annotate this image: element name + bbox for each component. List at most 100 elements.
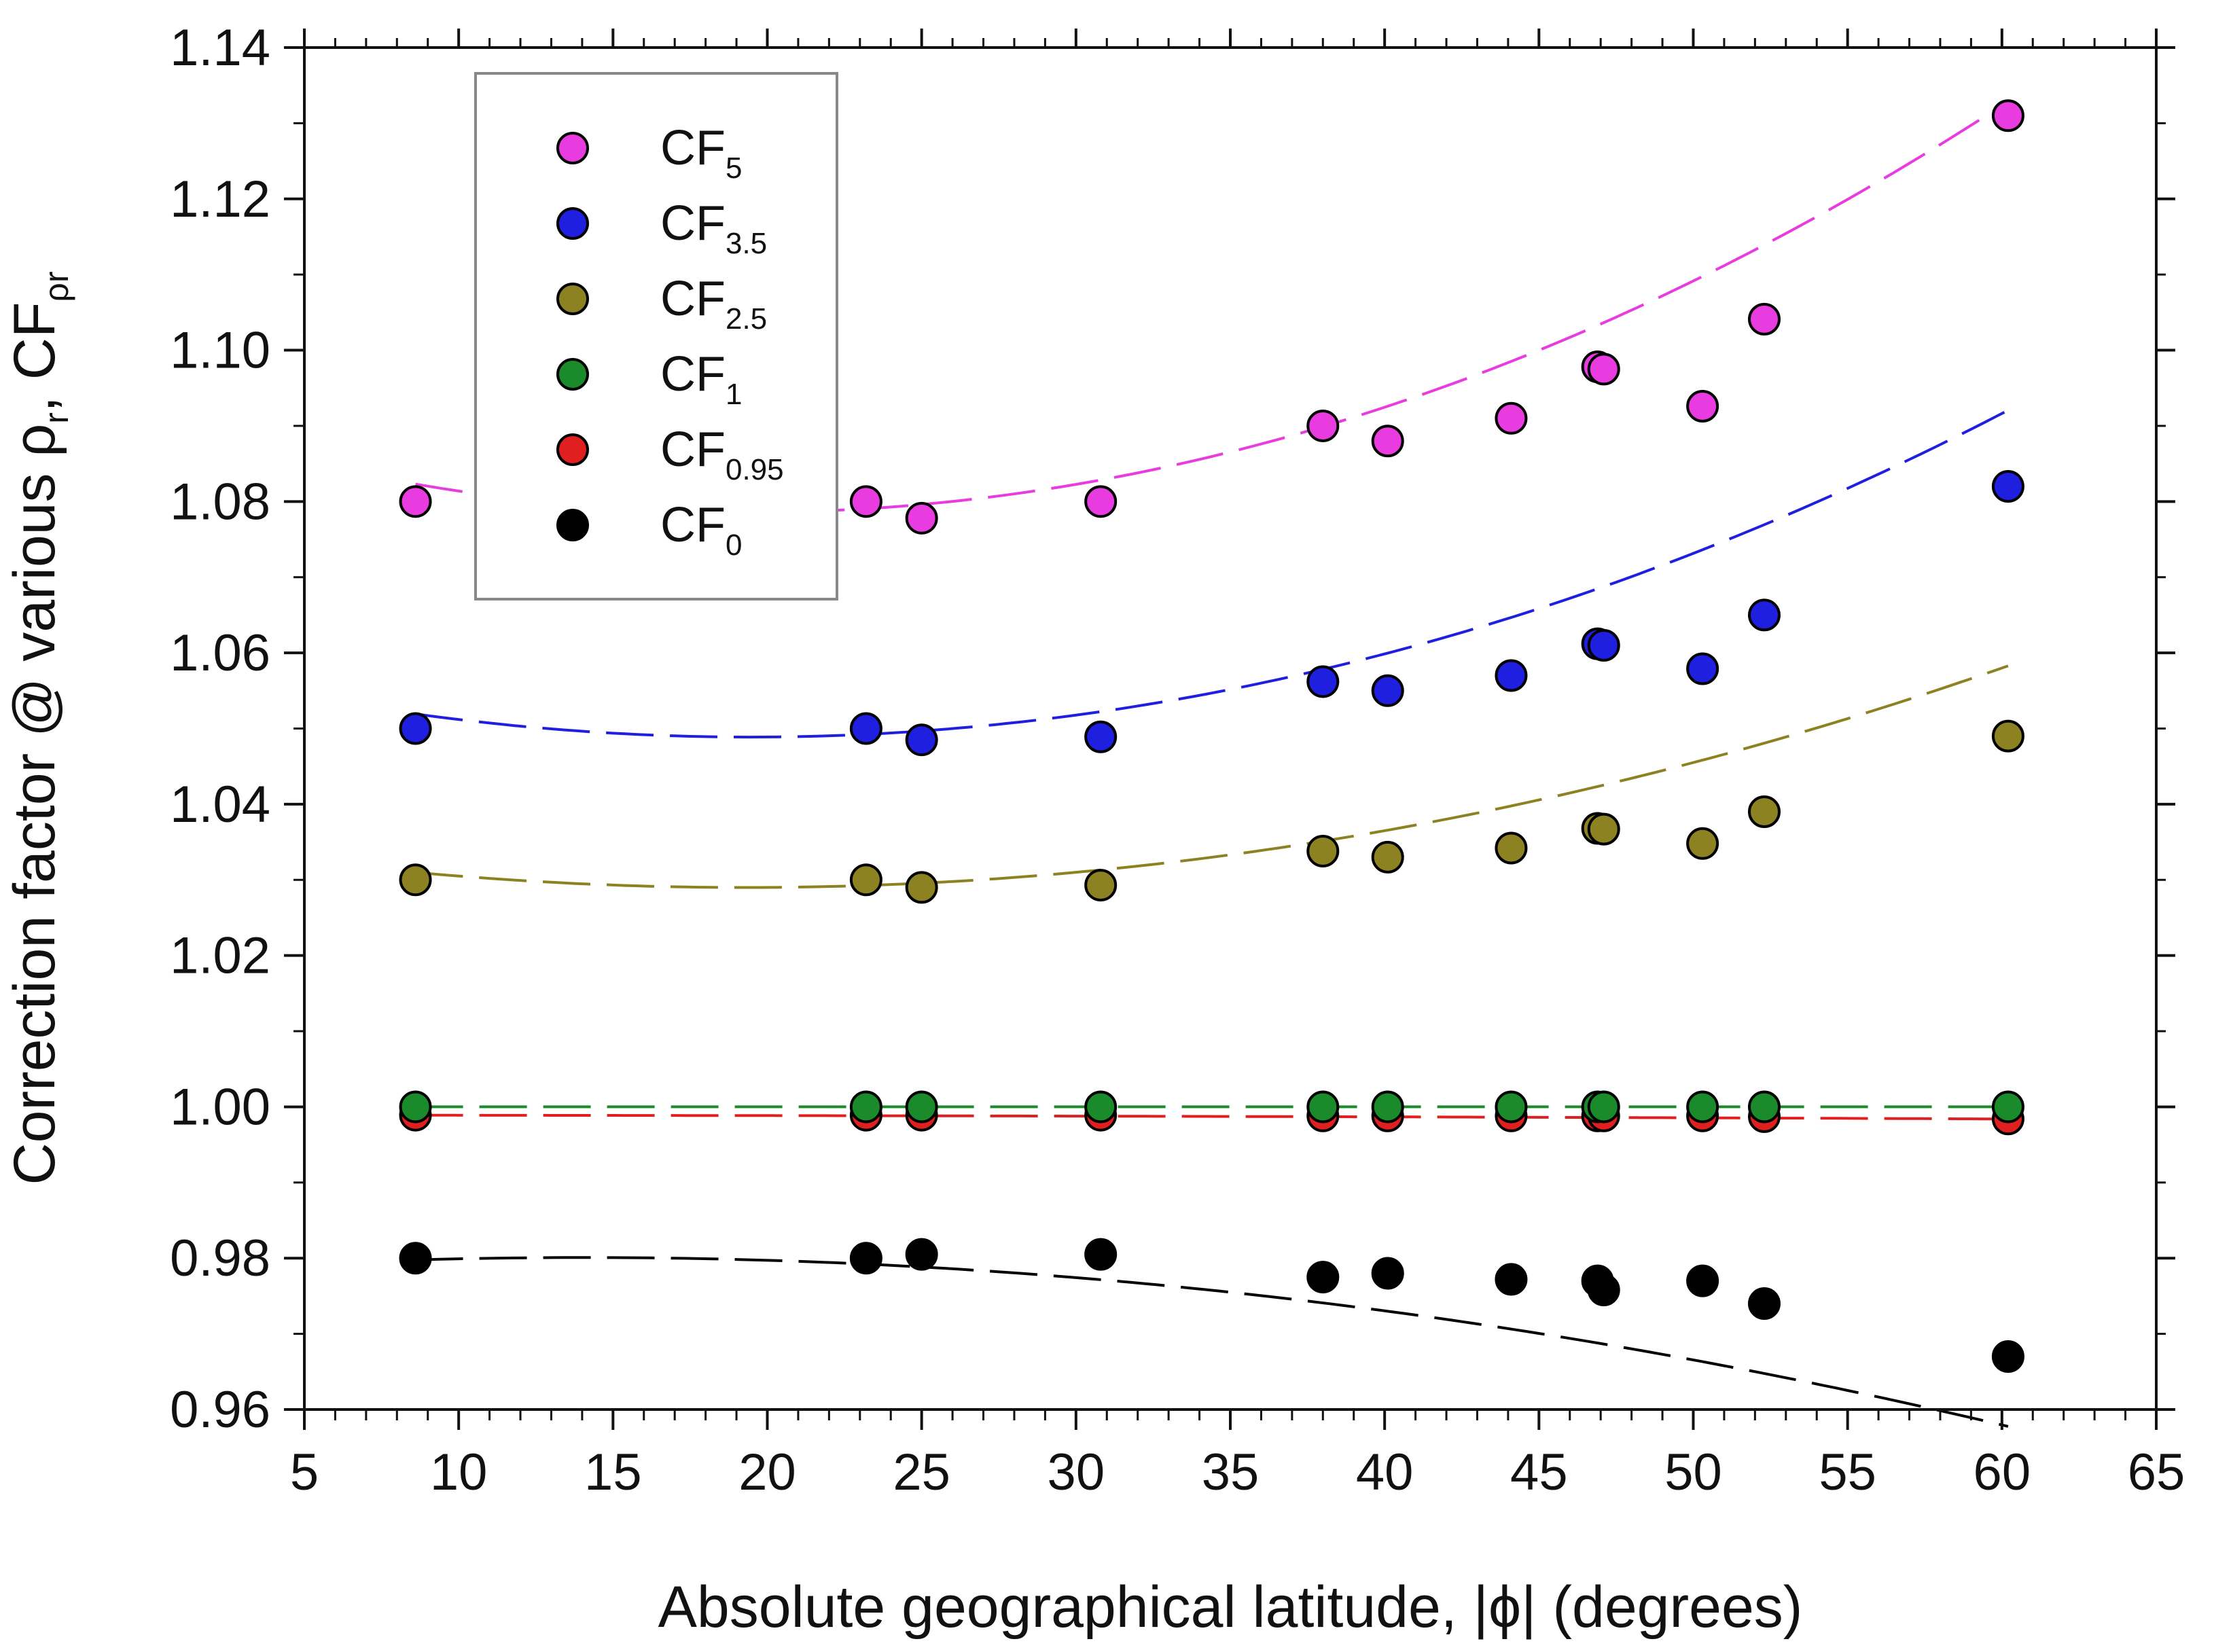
data-point (849, 1090, 882, 1124)
fit-line-cf3_5 (415, 409, 2009, 739)
x-tick-label: 10 (430, 1443, 488, 1501)
x-tick-label: 5 (290, 1443, 319, 1501)
y-title-mid: , CF (2, 302, 67, 412)
fit-line-cf2_5 (415, 664, 2009, 889)
fit-line-cf0_95 (415, 1113, 2008, 1121)
y-title-prefix: Correction factor @ various ρ (2, 424, 67, 1185)
data-point (849, 485, 882, 518)
legend-label-main: CF (660, 498, 726, 552)
data-point (1495, 401, 1528, 435)
y-title-sub2: ρr (37, 271, 75, 302)
x-tick-label: 60 (1974, 1443, 2031, 1501)
data-point (1587, 812, 1620, 846)
legend-marker (556, 283, 589, 315)
legend-label: CF1 (660, 347, 742, 411)
data-point (1084, 720, 1118, 753)
legend-label-main: CF (660, 121, 726, 175)
data-point (1587, 1274, 1620, 1307)
data-point (1306, 665, 1340, 698)
x-tick-label: 45 (1510, 1443, 1568, 1501)
legend-label: CF0 (660, 498, 742, 562)
x-tick-label: 30 (1048, 1443, 1105, 1501)
data-point (1747, 1090, 1781, 1124)
series-cf0 (399, 1238, 2024, 1373)
axis-ticks: 5 10 15 20 25 30 35 40 45 50 55 60 650.960.981.001.0… (170, 19, 2185, 1501)
y-tick-label: 1.02 (170, 927, 270, 985)
y-tick-label: 1.00 (170, 1078, 270, 1136)
x-tick-label: 25 (893, 1443, 950, 1501)
legend-marker (556, 433, 589, 466)
legend-marker (556, 509, 589, 541)
data-point (905, 723, 938, 757)
x-tick-label: 40 (1356, 1443, 1414, 1501)
data-point (905, 1238, 938, 1271)
data-point (849, 1242, 882, 1275)
data-point (1747, 1287, 1781, 1321)
fit-line-cf0 (415, 1256, 2009, 1428)
y-tick-label: 0.96 (170, 1381, 270, 1439)
data-point (1371, 840, 1404, 874)
series-cf2_5 (399, 719, 2024, 904)
data-point (1686, 389, 1719, 423)
legend-label: CF5 (660, 121, 742, 185)
data-point (1084, 869, 1118, 902)
data-point (1306, 1261, 1340, 1294)
series-cf3_5 (399, 470, 2024, 757)
data-point (905, 501, 938, 535)
data-point (1495, 1090, 1528, 1124)
legend-label-sub: 0.95 (726, 453, 784, 486)
data-point (1991, 1090, 2024, 1124)
legend-label: CF0.95 (660, 423, 784, 486)
legend-label-main: CF (660, 196, 726, 251)
data-point (1495, 659, 1528, 692)
x-tick-label: 20 (738, 1443, 796, 1501)
legend-marker (556, 358, 589, 391)
data-point (399, 1090, 432, 1124)
data-point (1084, 1238, 1118, 1271)
data-point (1747, 598, 1781, 632)
y-tick-label: 1.14 (170, 19, 270, 77)
data-point (1495, 1263, 1528, 1296)
data-point (849, 712, 882, 745)
x-tick-label: 50 (1664, 1443, 1722, 1501)
legend-label-main: CF (660, 423, 726, 477)
data-point (399, 485, 432, 518)
y-tick-label: 1.06 (170, 624, 270, 682)
y-tick-label: 1.12 (170, 170, 270, 228)
data-point (1747, 795, 1781, 829)
legend-label-sub: 2.5 (726, 302, 767, 336)
fit-lines (415, 100, 2009, 1428)
y-tick-label: 1.04 (170, 776, 270, 833)
legend-label-sub: 0 (726, 528, 742, 562)
data-point (1686, 827, 1719, 860)
y-tick-label: 0.98 (170, 1229, 270, 1287)
series-cf1 (399, 1090, 2024, 1124)
data-points (399, 99, 2024, 1373)
x-tick-label: 15 (584, 1443, 642, 1501)
data-point (1495, 831, 1528, 865)
legend-label-sub: 3.5 (726, 227, 767, 260)
legend-label-main: CF (660, 347, 726, 401)
legend-marker (556, 207, 589, 240)
x-tick-label: 55 (1819, 1443, 1876, 1501)
data-point (1747, 302, 1781, 336)
legend-label-sub: 1 (726, 378, 742, 411)
data-point (1991, 1340, 2024, 1373)
data-point (1306, 409, 1340, 442)
data-point (905, 871, 938, 904)
data-point (1306, 1090, 1340, 1124)
data-point (1686, 1090, 1719, 1124)
data-point (1084, 485, 1118, 518)
legend-box (474, 72, 838, 600)
data-point (849, 863, 882, 897)
data-point (399, 1242, 432, 1275)
legend-label-main: CF (660, 272, 726, 326)
data-point (1587, 353, 1620, 386)
data-point (1371, 425, 1404, 458)
data-point (1371, 674, 1404, 707)
data-point (1991, 719, 2024, 753)
legend-label-sub: 5 (726, 151, 742, 185)
y-tick-label: 1.10 (170, 322, 270, 380)
